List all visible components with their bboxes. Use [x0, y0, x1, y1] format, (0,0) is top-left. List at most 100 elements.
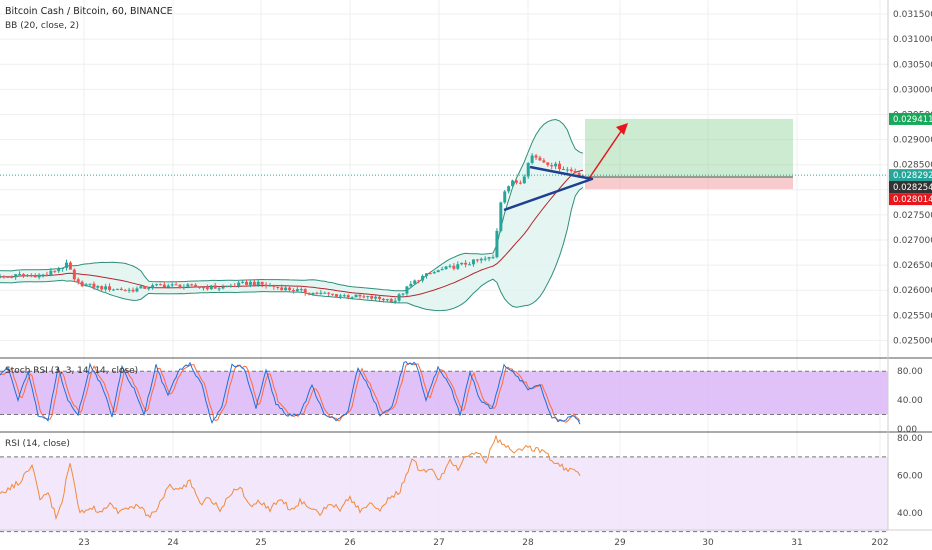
bb-legend[interactable]: BB (20, close, 2)	[5, 21, 79, 31]
trend-arrow-head[interactable]	[616, 123, 628, 135]
rsi-legend[interactable]: RSI (14, close)	[5, 439, 70, 449]
candle-body	[413, 280, 417, 284]
candle-body	[378, 296, 382, 299]
trend-arrow[interactable]	[589, 126, 625, 178]
candle-body	[393, 300, 397, 302]
candle-body	[409, 283, 413, 287]
candle-body	[432, 272, 436, 274]
bb-basis-line	[0, 169, 584, 298]
candle-body	[37, 274, 41, 278]
rsi-y-tick-label: 60.00	[897, 472, 923, 482]
y-tick-label: 0.031000	[893, 35, 932, 45]
y-tick-label: 0.026500	[893, 261, 932, 271]
candle-body	[248, 281, 252, 285]
candle-body	[491, 257, 495, 259]
candle-body	[299, 289, 303, 291]
stoch-rsi-band-fill	[0, 371, 888, 415]
candle-body	[327, 292, 331, 294]
x-tick-label: 202	[871, 538, 888, 548]
candle-body	[166, 285, 170, 288]
candle-body	[96, 286, 100, 288]
candle-body	[421, 275, 425, 281]
candle-body	[495, 230, 499, 258]
candle-body	[143, 286, 147, 289]
bb-lower-line	[0, 187, 584, 312]
candle-body	[139, 286, 143, 289]
candle-body	[190, 284, 194, 286]
candle-body	[213, 285, 217, 289]
candle-body	[468, 264, 472, 266]
candle-body	[374, 296, 378, 299]
candle-body	[448, 265, 452, 267]
candle-body	[291, 290, 295, 292]
candle-body	[147, 288, 151, 290]
candle-body	[350, 297, 354, 299]
candle-body	[123, 290, 127, 292]
candle-body	[174, 284, 178, 286]
candle-body	[577, 173, 581, 176]
long-position-loss-zone[interactable]	[585, 177, 793, 190]
long-position-profit-zone[interactable]	[585, 118, 793, 178]
candle-body	[80, 281, 84, 287]
x-tick-label: 26	[344, 538, 356, 548]
x-tick-label: 25	[255, 538, 266, 548]
candle-body	[10, 276, 14, 278]
candle-body	[49, 270, 53, 275]
entry-price-badge-text: 0.028254	[893, 183, 932, 193]
candle-body	[542, 160, 546, 163]
candle-body	[514, 180, 518, 183]
candle-body	[264, 284, 268, 286]
candle-body	[471, 259, 475, 265]
candle-body	[460, 262, 464, 265]
candle-body	[362, 296, 366, 298]
candle-body	[221, 286, 225, 289]
drawing-tools[interactable]	[0, 118, 888, 212]
bollinger-bands	[0, 118, 584, 312]
candle-body	[88, 283, 92, 285]
candle-body	[280, 287, 284, 291]
candle-body	[538, 157, 542, 161]
candle-body	[33, 275, 37, 278]
candle-body	[241, 281, 245, 283]
candle-body	[424, 273, 428, 276]
candle-body	[276, 286, 280, 288]
stop-price-badge-text: 0.028014	[893, 195, 932, 205]
stoch-rsi-legend[interactable]: Stoch RSI (3, 3, 14, 14, close)	[5, 366, 138, 376]
candle-body	[245, 281, 249, 285]
candle-body	[108, 286, 112, 290]
candle-body	[205, 287, 209, 290]
candle-body	[370, 296, 374, 299]
candle-body	[385, 299, 389, 301]
bb-upper-line	[0, 118, 584, 292]
candle-body	[452, 265, 456, 269]
x-tick-label: 23	[78, 538, 89, 548]
candle-body	[158, 284, 162, 286]
triangle-pattern[interactable]	[503, 165, 594, 212]
candle-body	[178, 284, 182, 289]
y-tick-label: 0.031500	[893, 10, 932, 20]
candle-body	[25, 275, 29, 277]
candle-body	[29, 275, 33, 277]
candle-body	[162, 284, 166, 288]
stop-price-badge	[889, 193, 932, 206]
candle-body	[511, 180, 515, 187]
y-tick-label: 0.025000	[893, 336, 932, 346]
bb-fill	[0, 119, 583, 311]
candle-body	[389, 299, 393, 302]
chart-title: Bitcoin Cash / Bitcoin, 60, BINANCE	[5, 6, 173, 17]
candle-body	[558, 163, 562, 170]
candle-body	[41, 274, 45, 276]
x-tick-label: 29	[614, 538, 626, 548]
candle-body	[479, 258, 483, 261]
candle-body	[65, 262, 69, 268]
candle-body	[151, 285, 155, 289]
candle-body	[522, 176, 526, 184]
candle-body	[182, 286, 186, 289]
stoch-rsi-y-tick-label: 80.00	[897, 367, 923, 377]
candle-body	[272, 285, 276, 287]
candle-body	[323, 292, 327, 294]
candle-body	[295, 289, 299, 292]
